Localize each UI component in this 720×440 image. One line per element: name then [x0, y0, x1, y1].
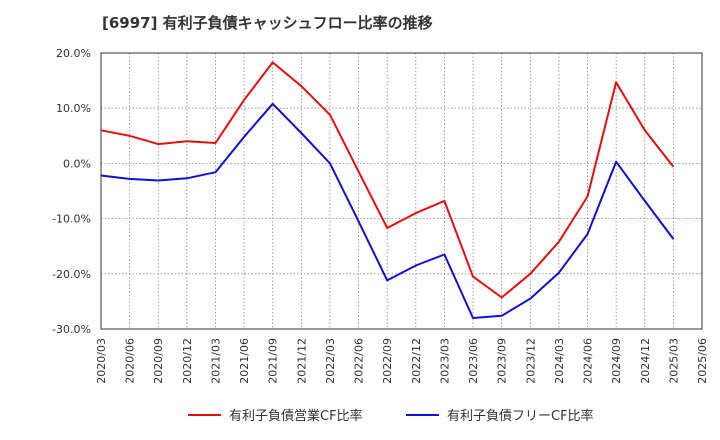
legend-label-1: 有利子負債営業CF比率: [229, 408, 363, 424]
x-tick-label: 2021/06: [238, 338, 251, 384]
x-tick-label: 2024/03: [553, 338, 566, 384]
x-tick-label: 2023/12: [524, 338, 537, 384]
x-tick-label: 2025/06: [696, 338, 709, 384]
chart-title: [6997] 有利子負債キャッシュフロー比率の推移: [102, 14, 433, 32]
x-tick-label: 2024/09: [610, 338, 623, 384]
series-line-1: [100, 61, 675, 299]
y-tick-label: -20.0%: [52, 268, 91, 281]
grid: [101, 53, 702, 329]
x-tick-label: 2025/03: [667, 338, 680, 384]
y-tick-label: -10.0%: [52, 213, 91, 226]
x-tick-label: 2022/03: [324, 338, 337, 384]
x-tick-label: 2023/03: [438, 338, 451, 384]
x-tick-label: 2022/09: [381, 338, 394, 384]
x-tick-label: 2021/09: [267, 338, 280, 384]
x-tick-label: 2024/12: [639, 338, 652, 384]
x-tick-label: 2022/12: [410, 338, 423, 384]
x-tick-label: 2022/06: [353, 338, 366, 384]
y-axis-ticks: 20.0% 10.0% 0.0% -10.0% -20.0% -30.0%: [52, 47, 91, 336]
series-lines: [100, 61, 675, 319]
legend-label-2: 有利子負債フリーCF比率: [447, 408, 594, 424]
y-tick-label: -30.0%: [52, 323, 91, 336]
series-line-2: [100, 102, 675, 319]
x-tick-label: 2020/03: [95, 338, 108, 384]
x-tick-label: 2023/09: [496, 338, 509, 384]
x-tick-label: 2021/03: [209, 338, 222, 384]
x-tick-label: 2023/06: [467, 338, 480, 384]
legend: 有利子負債営業CF比率 有利子負債フリーCF比率: [188, 408, 594, 424]
plot-area-frame: [100, 52, 703, 330]
x-tick-label: 2020/06: [124, 338, 137, 384]
x-tick-label: 2024/06: [582, 338, 595, 384]
x-tick-label: 2021/12: [295, 338, 308, 384]
x-tick-label: 2020/12: [181, 338, 194, 384]
x-tick-label: 2020/09: [152, 338, 165, 384]
y-tick-label: 10.0%: [56, 102, 91, 115]
y-tick-label: 20.0%: [56, 47, 91, 60]
y-tick-label: 0.0%: [63, 157, 91, 170]
x-axis-ticks: 2020/03 2020/06 2020/09 2020/12 2021/03 2021/…: [95, 338, 709, 384]
